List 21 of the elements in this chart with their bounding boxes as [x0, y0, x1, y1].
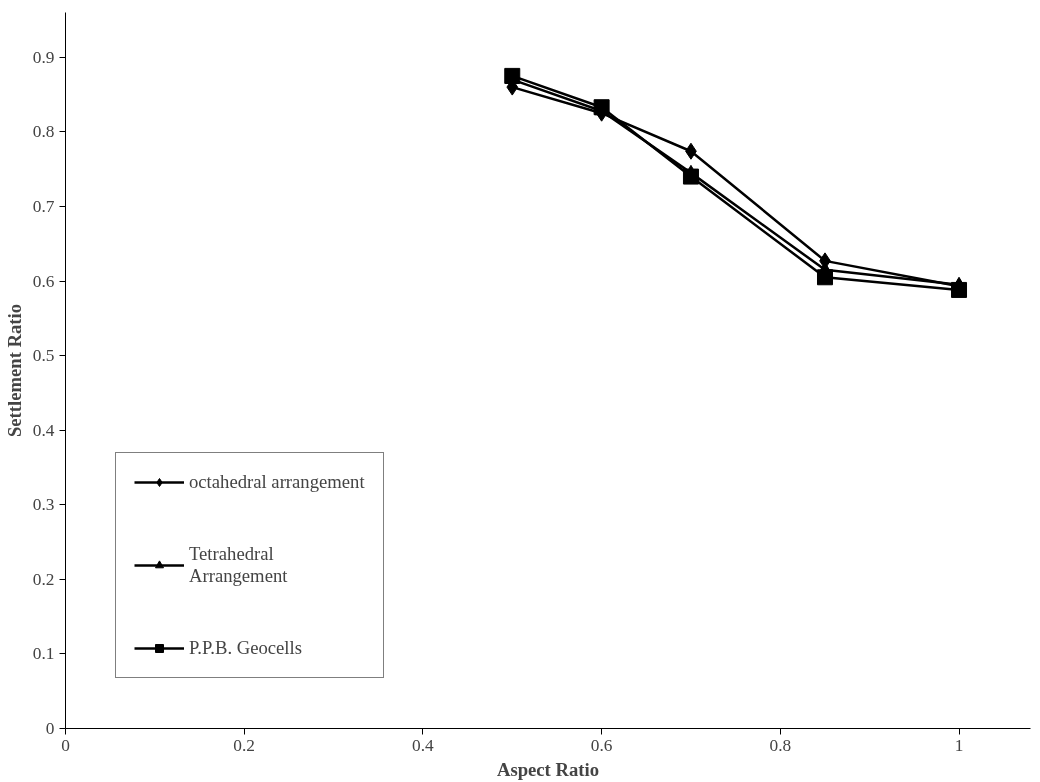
y-tick-label: 0.9 — [32, 47, 55, 67]
y-tick-label: 0.6 — [32, 271, 55, 291]
y-tick-label: 0.7 — [32, 196, 55, 216]
x-tick-label: 0.6 — [590, 735, 613, 755]
y-tick-label: 0 — [45, 719, 55, 738]
y-tick-label: 0.5 — [32, 346, 55, 366]
x-tick-label: 0.2 — [233, 735, 256, 755]
legend-label: P.P.B. Geocells — [189, 637, 302, 659]
legend-label: octahedral arrangement — [189, 471, 365, 493]
x-tick-label: 1 — [954, 735, 964, 755]
legend-label: Tetrahedral Arrangement — [189, 543, 288, 587]
x-axis-title: Aspect Ratio — [496, 758, 600, 780]
y-axis-title: Settlement Ratio — [3, 303, 25, 438]
y-tick-label: 0.4 — [32, 420, 55, 440]
y-tick-label: 0.8 — [32, 122, 55, 142]
x-tick-label: 0.4 — [412, 735, 435, 755]
y-tick-label: 0.3 — [32, 495, 55, 515]
y-tick-label: 0.1 — [32, 644, 55, 664]
x-tick-label: 0 — [61, 735, 70, 755]
x-tick-label: 0.8 — [769, 735, 792, 755]
y-tick-label: 0.2 — [32, 569, 55, 589]
